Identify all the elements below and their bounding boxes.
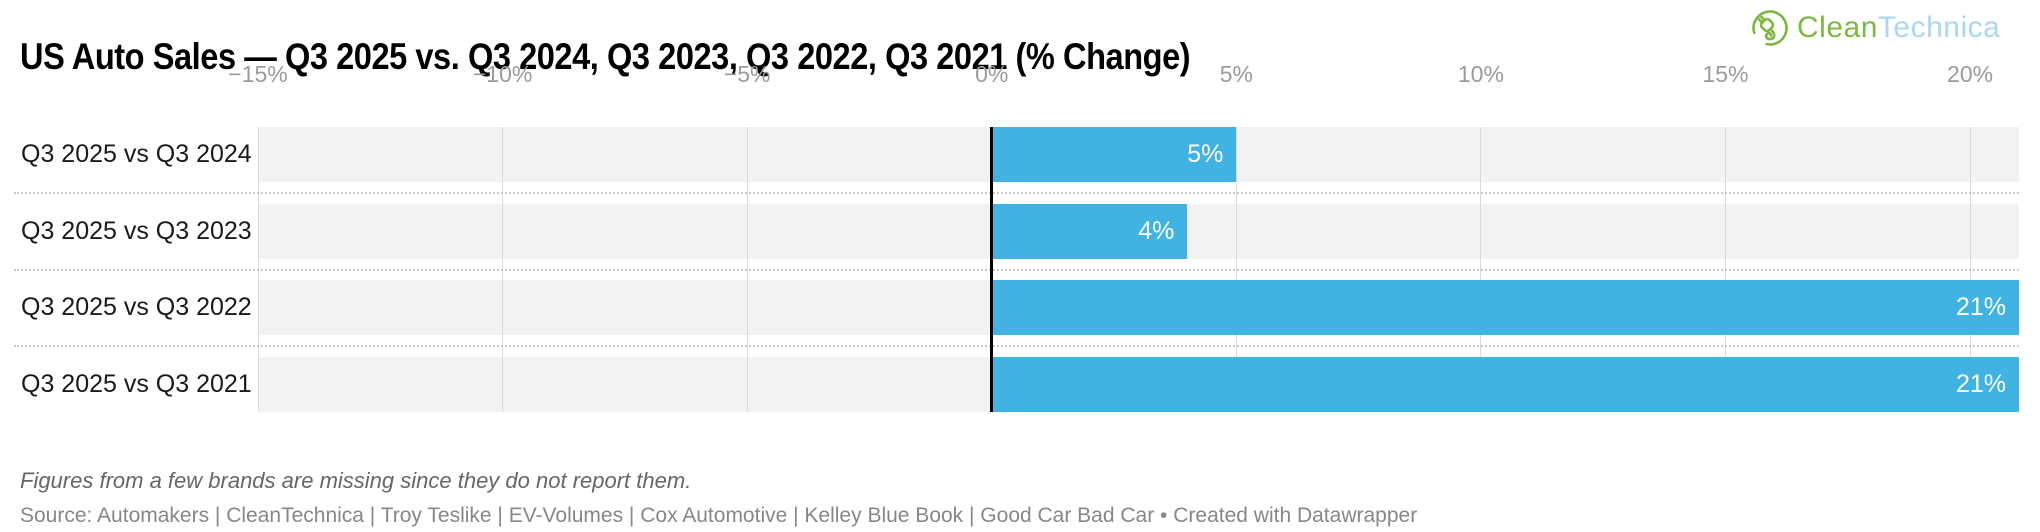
row-label: Q3 2025 vs Q3 2024 bbox=[21, 140, 252, 168]
zero-line bbox=[990, 127, 994, 412]
axis-tick-label: 10% bbox=[1457, 61, 1504, 87]
row-separator bbox=[14, 345, 2019, 347]
axis-tick-label: 5% bbox=[1219, 61, 1253, 87]
row-label: Q3 2025 vs Q3 2021 bbox=[21, 369, 252, 398]
bar-value-label: 4% bbox=[1138, 216, 1175, 245]
bar bbox=[991, 280, 2019, 335]
logo-text-clean: Clean bbox=[1797, 11, 1878, 44]
bar-value-label: 5% bbox=[1187, 140, 1224, 168]
chart-source: Source: Automakers | CleanTechnica | Tro… bbox=[20, 504, 1418, 527]
bar-value-label: 21% bbox=[1955, 293, 2006, 321]
row-label: Q3 2025 vs Q3 2023 bbox=[21, 216, 252, 245]
row-separator bbox=[14, 192, 2019, 194]
bar bbox=[991, 356, 2019, 412]
chart-title: US Auto Sales — Q3 2025 vs. Q3 2024, Q3 … bbox=[20, 35, 1191, 77]
cleantechnica-logo: CleanTechnica bbox=[1750, 8, 2000, 48]
chart-note: Figures from a few brands are missing si… bbox=[20, 468, 692, 493]
axis-tick-label: 15% bbox=[1702, 61, 1749, 87]
row-label: Q3 2025 vs Q3 2022 bbox=[21, 293, 252, 321]
logo-text-technica: Technica bbox=[1877, 11, 2001, 44]
plug-circle-icon bbox=[1750, 8, 1790, 48]
bar-value-label: 21% bbox=[1955, 369, 2006, 398]
axis-tick-label: −15% bbox=[228, 61, 288, 87]
axis-tick-label: −10% bbox=[472, 61, 533, 87]
axis-tick-label: 0% bbox=[975, 61, 1009, 87]
axis-tick-label: −5% bbox=[723, 61, 771, 87]
axis-tick-label: 20% bbox=[1947, 61, 1994, 87]
bar bbox=[991, 203, 1188, 259]
row-separator bbox=[14, 268, 2019, 271]
bar bbox=[991, 127, 1237, 182]
